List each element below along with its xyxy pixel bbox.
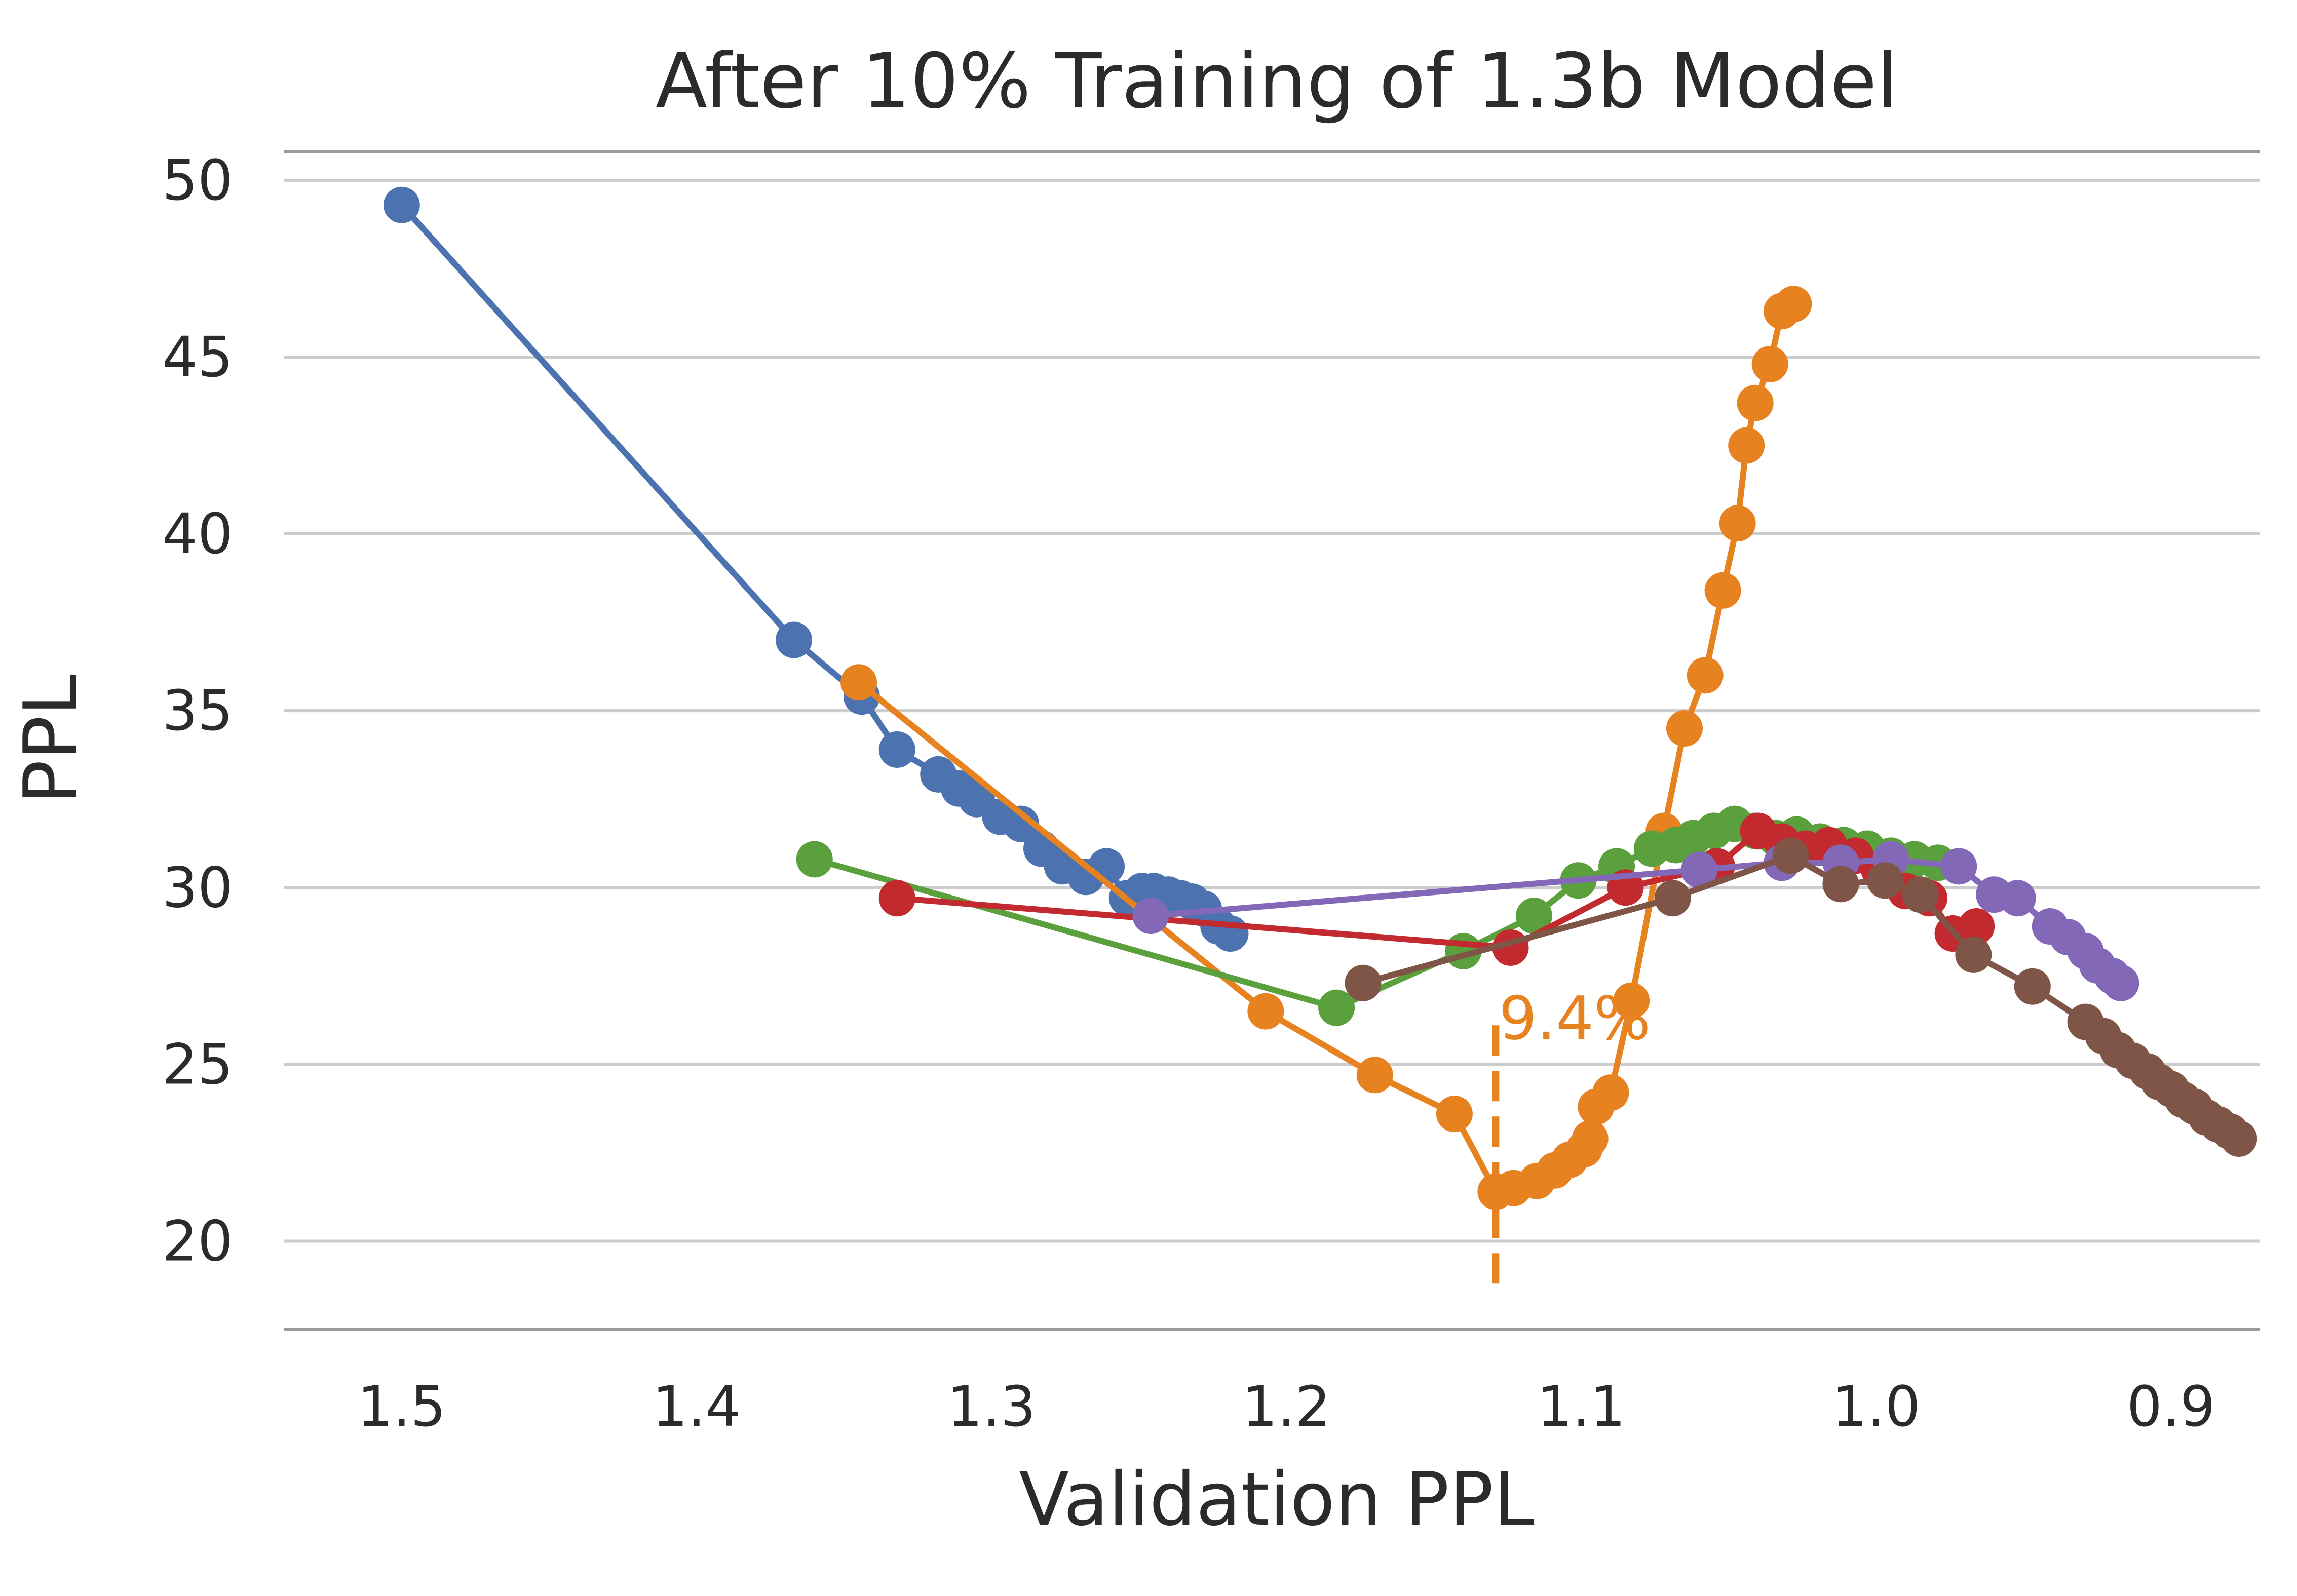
data-point xyxy=(1436,1096,1473,1133)
x-tick-label: 1.0 xyxy=(1832,1374,1921,1439)
x-tick-labels: 1.5 1.4 1.3 1.2 1.1 1.0 0.9 xyxy=(357,1374,2215,1439)
data-point xyxy=(1719,505,1756,542)
series-1 xyxy=(383,186,1249,952)
data-point xyxy=(1902,876,1939,913)
data-point xyxy=(1866,862,1903,899)
x-tick-label: 1.1 xyxy=(1537,1374,1626,1439)
y-tick-label: 25 xyxy=(162,1032,233,1097)
y-tick-labels: 20 25 30 35 40 45 50 xyxy=(162,148,233,1274)
data-point xyxy=(1345,964,1382,1001)
data-point xyxy=(2221,1120,2257,1157)
y-tick-label: 45 xyxy=(162,325,233,390)
data-point xyxy=(1516,898,1553,935)
series-6 xyxy=(1345,837,2257,1157)
x-tick-label: 1.4 xyxy=(652,1374,741,1439)
y-tick-label: 35 xyxy=(162,678,233,743)
data-point xyxy=(1247,993,1284,1030)
data-point xyxy=(1132,898,1169,935)
series-line xyxy=(857,301,1795,1195)
data-point xyxy=(1940,848,1977,885)
data-point xyxy=(1654,880,1691,917)
series-group xyxy=(383,186,2257,1210)
data-point xyxy=(878,731,915,768)
data-point xyxy=(796,841,833,878)
series-2 xyxy=(840,286,1812,1210)
data-point xyxy=(383,186,420,223)
x-tick-label: 1.2 xyxy=(1242,1374,1331,1439)
data-point xyxy=(1003,805,1040,842)
data-point xyxy=(1613,982,1650,1019)
data-point xyxy=(1737,384,1774,421)
x-tick-label: 1.3 xyxy=(947,1374,1036,1439)
data-point xyxy=(1772,837,1809,874)
data-point xyxy=(1822,866,1859,903)
y-tick-label: 40 xyxy=(162,501,233,566)
plot-frame xyxy=(284,150,2260,1331)
data-point xyxy=(878,880,915,917)
data-point xyxy=(1318,989,1355,1026)
data-point xyxy=(1572,1120,1609,1157)
data-point xyxy=(1704,572,1741,609)
x-tick-label: 1.5 xyxy=(357,1374,446,1439)
data-point xyxy=(1681,851,1718,888)
data-point xyxy=(1728,427,1765,464)
data-point xyxy=(776,621,813,658)
data-point xyxy=(1999,880,2036,917)
data-point xyxy=(1687,657,1724,694)
data-point xyxy=(1356,1057,1393,1094)
data-point xyxy=(1212,915,1249,952)
y-tick-label: 50 xyxy=(162,148,233,213)
data-point xyxy=(2102,964,2139,1001)
data-point xyxy=(2014,968,2051,1005)
y-tick-label: 20 xyxy=(162,1209,233,1273)
series-line xyxy=(399,203,1232,937)
data-point xyxy=(1955,936,1992,973)
data-point xyxy=(1775,286,1812,323)
data-point xyxy=(1592,1074,1629,1111)
y-tick-label: 30 xyxy=(162,855,233,920)
data-point xyxy=(1751,345,1788,382)
data-point xyxy=(1666,710,1703,747)
x-tick-label: 0.9 xyxy=(2127,1374,2215,1439)
data-point xyxy=(1958,908,1995,945)
x-axis-label: Validation PPL xyxy=(1019,1457,1535,1542)
y-axis-label: PPL xyxy=(8,675,94,804)
data-point xyxy=(840,664,877,701)
chart-title: After 10% Training of 1.3b Model xyxy=(656,37,1898,126)
y-gridlines xyxy=(284,178,2260,1243)
